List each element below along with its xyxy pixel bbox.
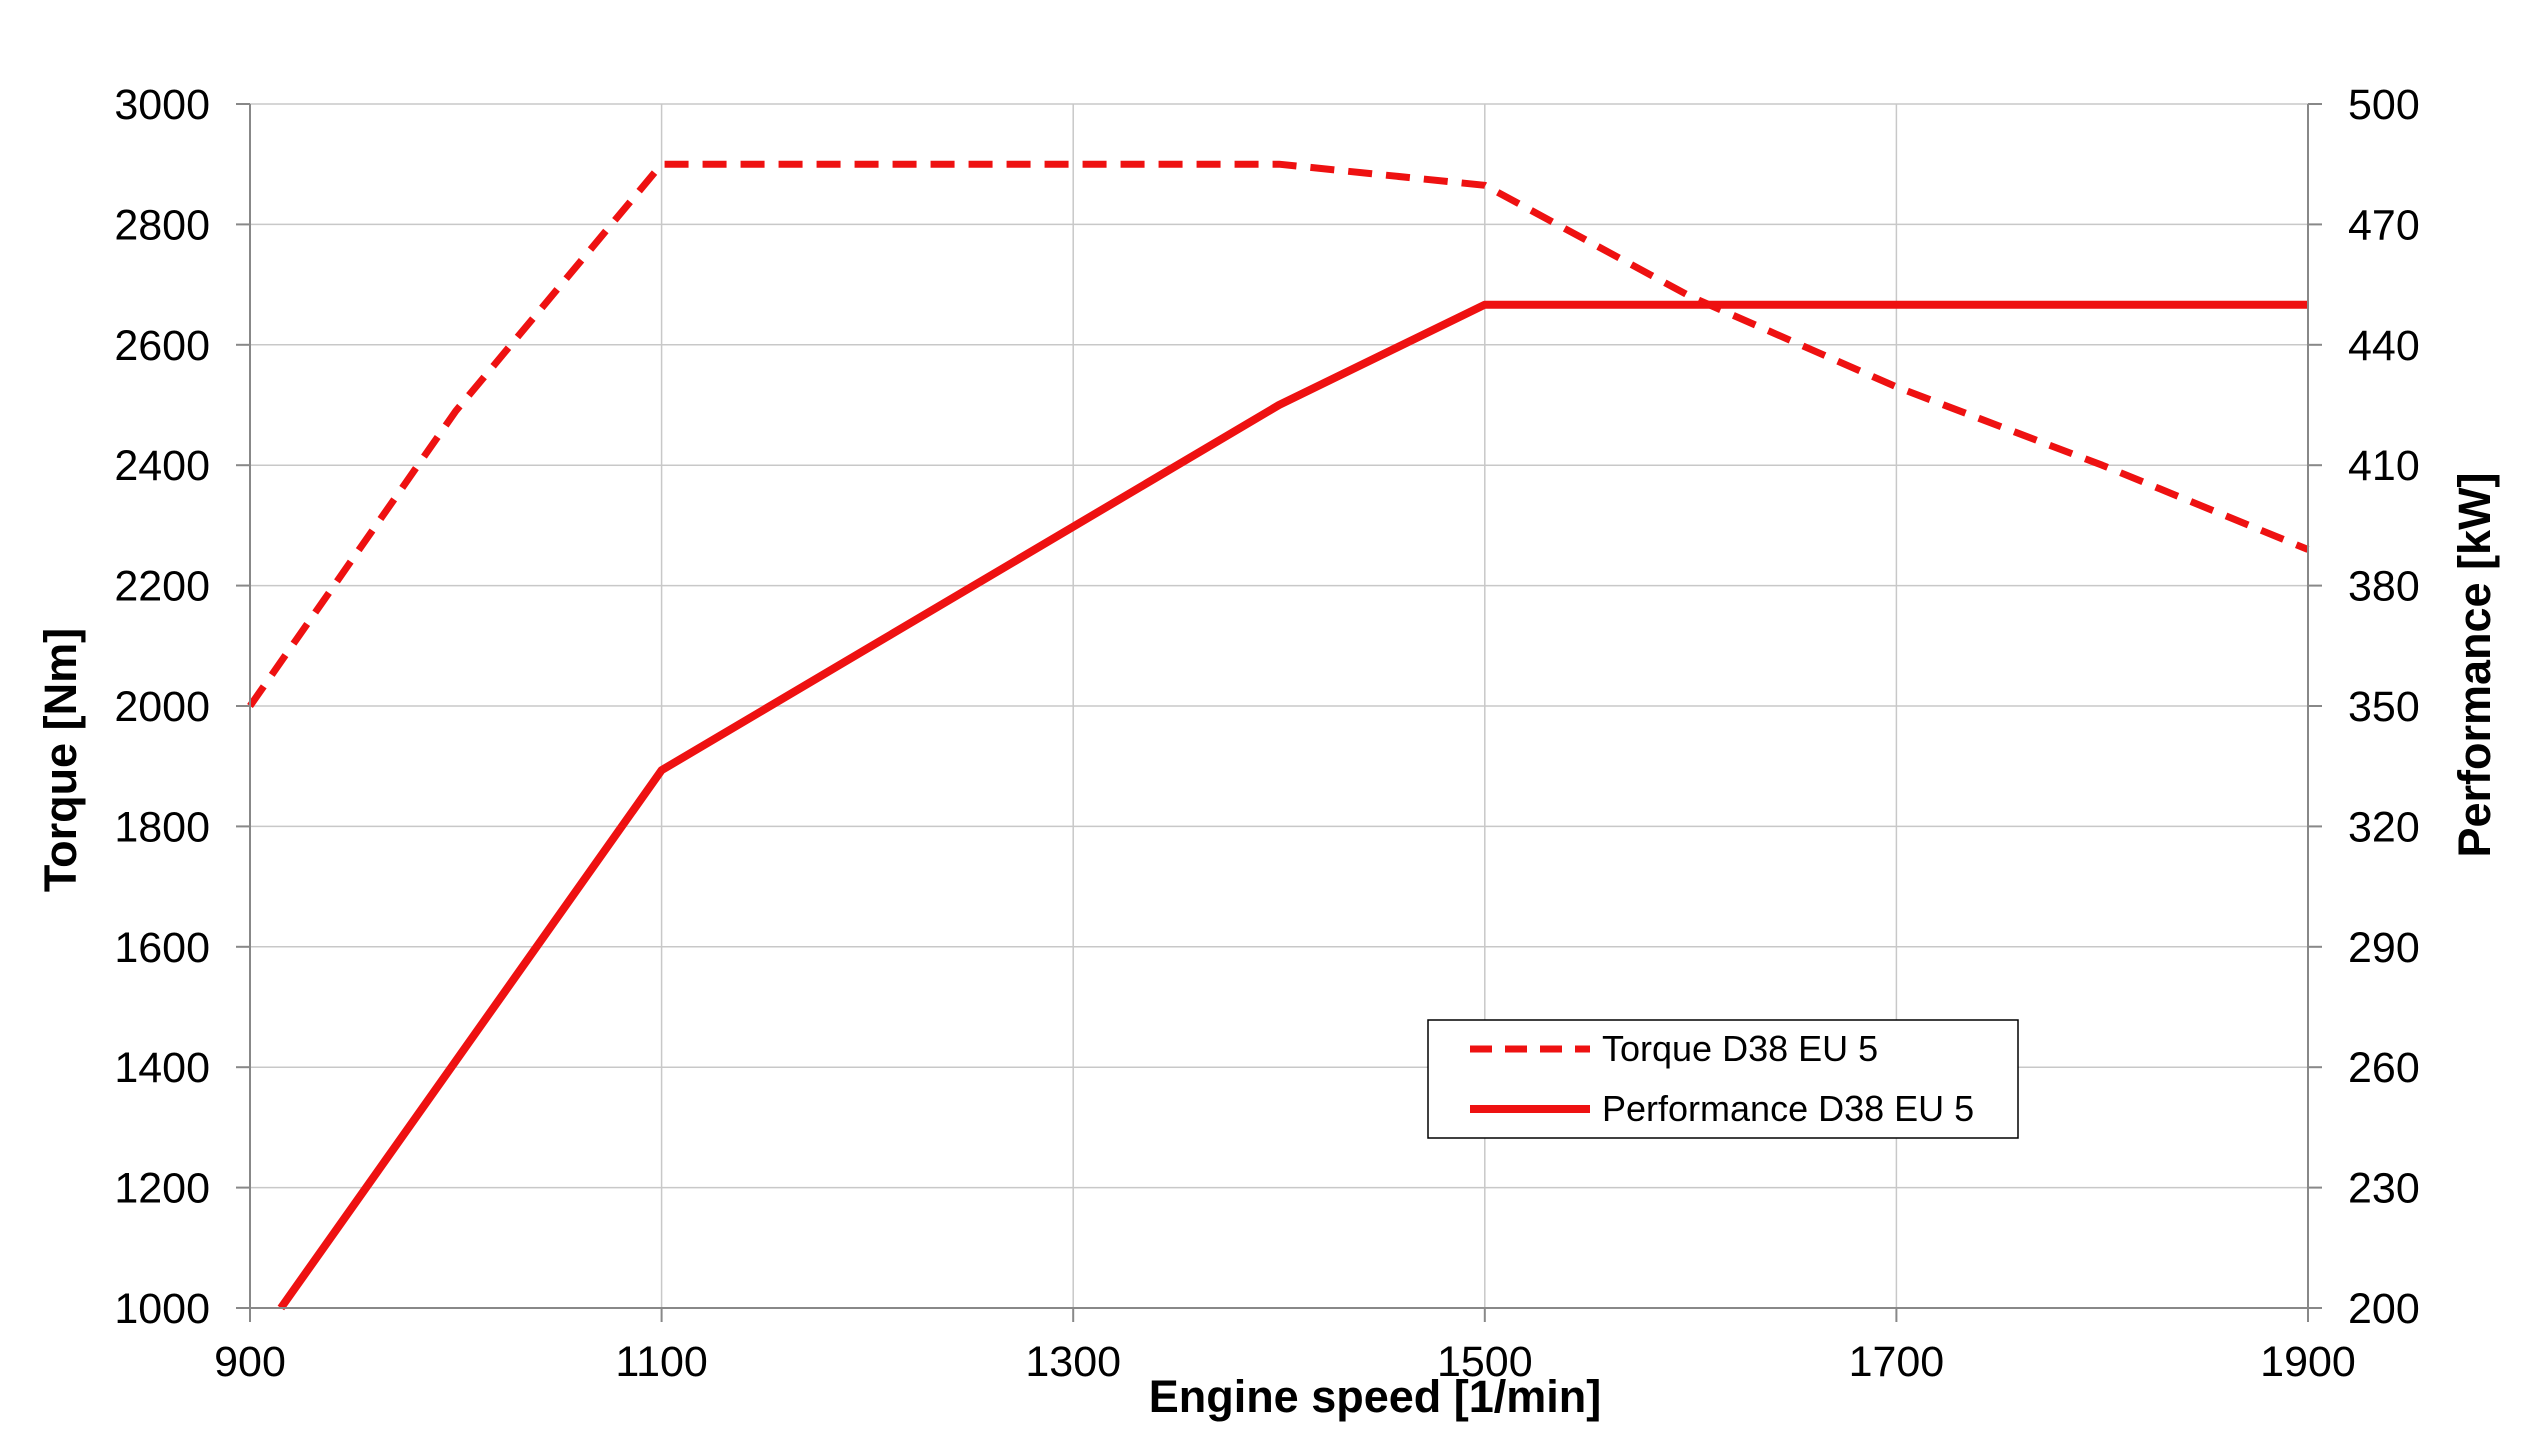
- torque-series-line: [247, 160, 2310, 709]
- left-tick-label: 2800: [114, 201, 210, 249]
- x-tick-label: 1500: [1437, 1338, 1533, 1386]
- left-tick-label: 2600: [114, 322, 210, 370]
- series-layer: [247, 160, 2310, 1311]
- left-tick-label: 1400: [114, 1044, 210, 1092]
- axes: [236, 103, 2322, 1322]
- left-tick-label: 1200: [114, 1165, 210, 1213]
- right-tick-label: 380: [2348, 563, 2420, 611]
- legend: Torque D38 EU 5 Performance D38 EU 5: [1427, 1019, 2019, 1139]
- right-tick-label: 200: [2348, 1285, 2420, 1333]
- left-tick-label: 1800: [114, 803, 210, 851]
- left-tick-label: 1600: [114, 924, 210, 972]
- right-tick-label: 410: [2348, 442, 2420, 490]
- right-tick-label: 350: [2348, 683, 2420, 731]
- x-tick-label: 1300: [1025, 1338, 1121, 1386]
- legend-label-torque: Torque D38 EU 5: [1602, 1028, 1878, 1069]
- x-tick-label: 1700: [1849, 1338, 1945, 1386]
- right-tick-label: 470: [2348, 201, 2420, 249]
- left-axis-title: Torque [Nm]: [35, 628, 86, 892]
- x-tick-labels: 900 1100 1300 1500 1700 1900: [214, 1338, 2356, 1386]
- legend-label-performance: Performance D38 EU 5: [1602, 1088, 1974, 1129]
- legend-box: [1427, 1019, 2019, 1139]
- performance-series-line: [277, 300, 2308, 1311]
- x-tick-label: 1900: [2260, 1338, 2356, 1386]
- right-tick-label: 230: [2348, 1165, 2420, 1213]
- right-tick-label: 260: [2348, 1044, 2420, 1092]
- right-tick-labels: 200 230 260 290 320 350 380 410 440 470 500: [2348, 81, 2420, 1333]
- right-tick-label: 320: [2348, 803, 2420, 851]
- left-tick-label: 1000: [114, 1285, 210, 1333]
- right-axis-title: Performance [kW]: [2449, 472, 2500, 857]
- right-tick-label: 290: [2348, 924, 2420, 972]
- left-tick-label: 2400: [114, 442, 210, 490]
- x-axis-title: Engine speed [1/min]: [1149, 1371, 1602, 1422]
- x-tick-label: 900: [214, 1338, 286, 1386]
- right-tick-label: 440: [2348, 322, 2420, 370]
- x-tick-label: 1100: [615, 1338, 707, 1386]
- left-tick-label: 2000: [114, 683, 210, 731]
- left-tick-label: 2200: [114, 563, 210, 611]
- right-tick-label: 500: [2348, 81, 2420, 129]
- left-tick-label: 3000: [114, 81, 210, 129]
- left-tick-labels: 1000 1200 1400 1600 1800 2000 2200 2400 2600 2800…: [114, 81, 210, 1333]
